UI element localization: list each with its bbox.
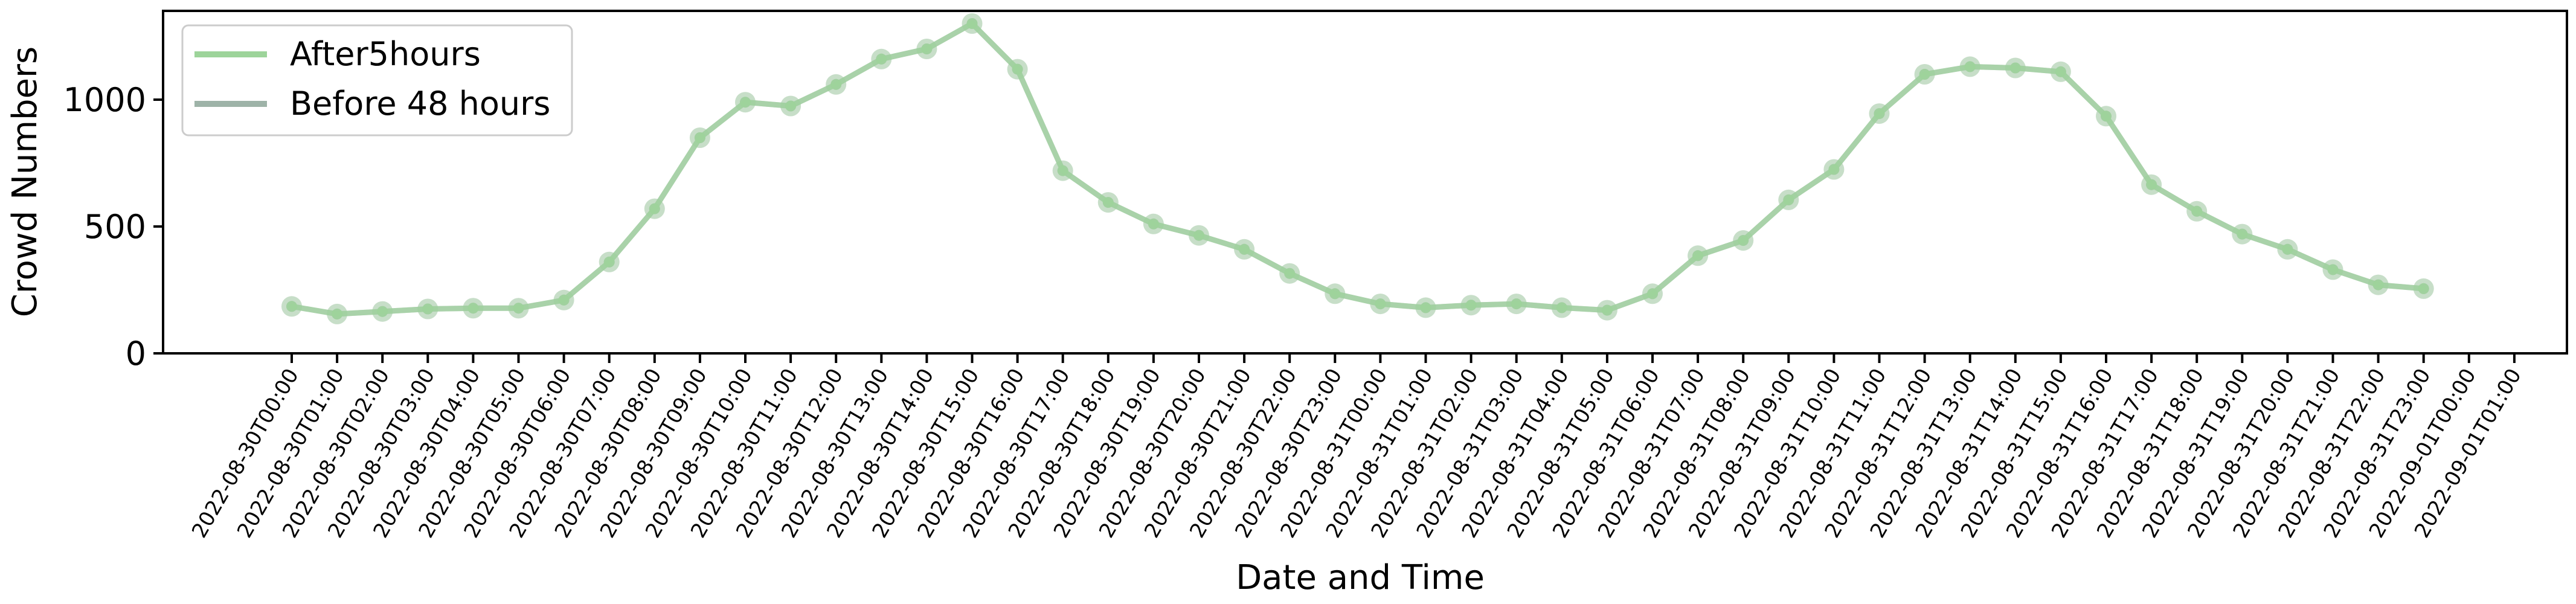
data-point [558, 294, 570, 306]
data-point [603, 256, 615, 268]
data-point [2327, 264, 2339, 275]
data-point [1874, 108, 1885, 120]
data-point [286, 301, 297, 312]
legend: After5hours Before 48 hours [181, 24, 573, 137]
data-point [467, 303, 479, 314]
data-point [2191, 205, 2203, 217]
data-point [1057, 165, 1068, 176]
data-point [2418, 283, 2429, 294]
data-point [1193, 230, 1204, 241]
data-point [1511, 298, 1522, 310]
data-point [422, 303, 434, 315]
data-point [1148, 218, 1159, 230]
data-point [332, 308, 343, 320]
data-point [649, 203, 660, 214]
data-point [2055, 66, 2066, 77]
y-tick-label: 500 [84, 208, 146, 246]
data-point [1465, 300, 1477, 311]
data-point [740, 97, 751, 108]
data-point [1102, 197, 1114, 208]
data-point [1601, 304, 1613, 316]
legend-label-before-48-hours: Before 48 hours [290, 85, 550, 123]
data-point [1783, 194, 1794, 205]
data-point [513, 303, 524, 314]
data-point [1420, 302, 1431, 313]
y-tick-label: 1000 [63, 81, 146, 119]
x-axis: 2022-08-30T00:002022-08-30T01:002022-08-… [187, 353, 2526, 542]
data-point [1964, 61, 1976, 72]
data-point [2009, 62, 2021, 74]
data-point [1239, 243, 1250, 255]
data-point [2101, 111, 2112, 122]
plot-content [281, 13, 2434, 324]
data-point [876, 53, 887, 65]
data-point [2146, 179, 2157, 190]
data-point [921, 43, 933, 54]
data-point [1012, 63, 1023, 75]
y-axis-title: Crowd Numbers [5, 47, 45, 317]
series-line [289, 21, 2427, 317]
data-point [1692, 250, 1704, 262]
plot-frame [162, 10, 2568, 355]
y-tick-label: 0 [126, 335, 146, 373]
data-point [1828, 164, 1840, 175]
data-point [2372, 279, 2384, 291]
data-point [785, 100, 797, 112]
data-point [1738, 235, 1749, 246]
legend-box [181, 24, 573, 137]
data-point [1375, 298, 1386, 310]
data-point [694, 132, 705, 143]
data-point [830, 79, 842, 90]
data-point [1284, 268, 1296, 279]
data-point [1919, 69, 1930, 80]
legend-label-after5hours: After5hours [290, 35, 481, 73]
data-point [2237, 228, 2248, 240]
data-point [1556, 302, 1567, 313]
data-point [377, 306, 388, 317]
y-axis: 0 500 1000 [63, 81, 163, 373]
data-point [966, 18, 978, 29]
data-point [1329, 288, 1341, 300]
x-axis-title: Date and Time [1236, 558, 1485, 597]
data-point [2282, 243, 2293, 255]
data-point [1647, 288, 1658, 300]
